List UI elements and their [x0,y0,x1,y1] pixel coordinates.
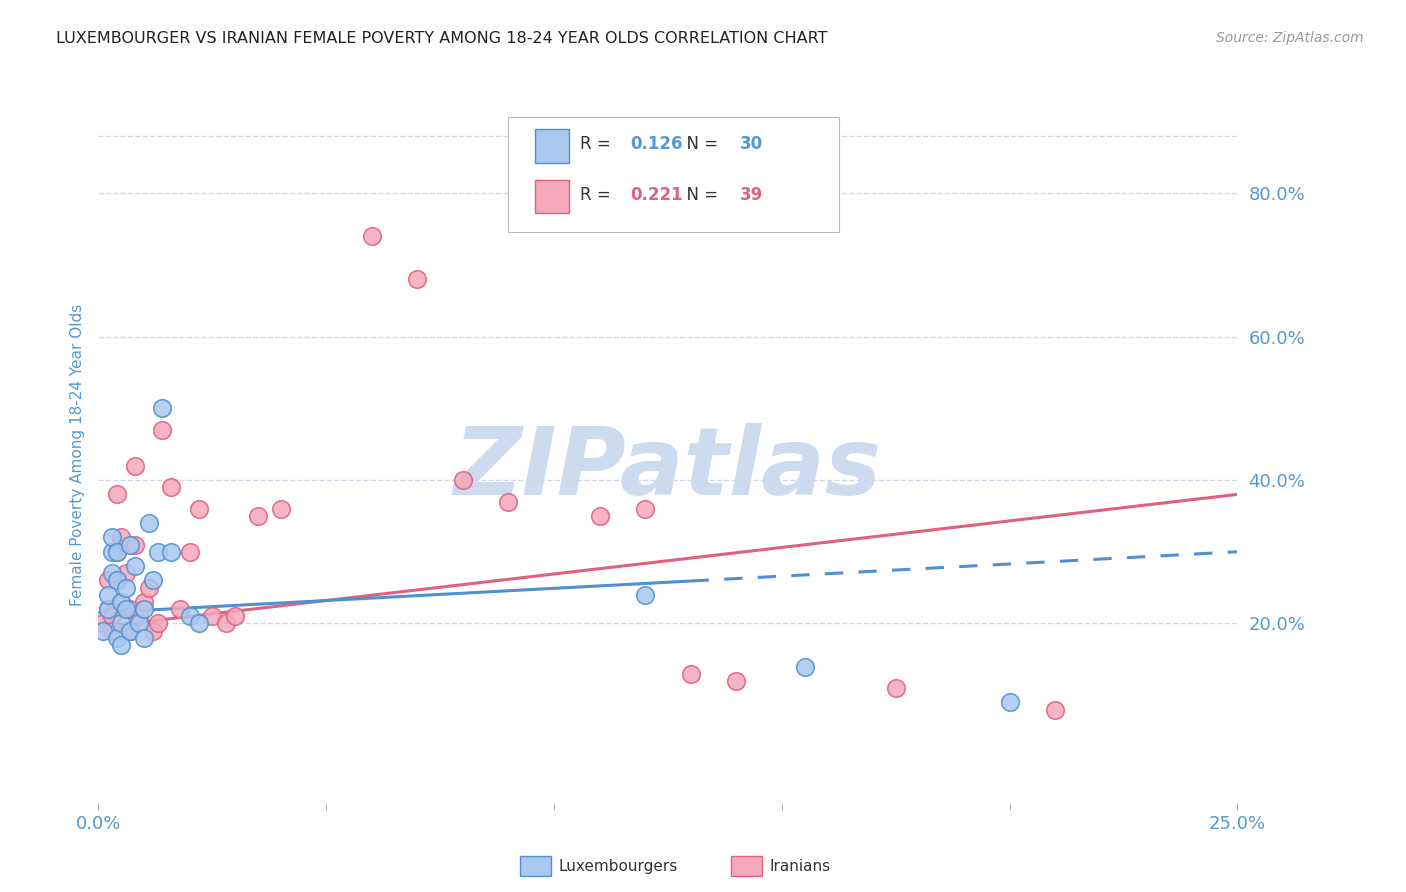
Point [105,574,128,588]
Bar [534,129,569,162]
Point [187,501,209,516]
Text: R =: R = [581,186,616,204]
Point [588,508,610,523]
Point [146,616,169,631]
Point [101,609,124,624]
Point [101,545,124,559]
Point [132,631,155,645]
Text: Source: ZipAtlas.com: Source: ZipAtlas.com [1216,31,1364,45]
Point [114,602,136,616]
Point [884,681,907,695]
Point [128,609,150,624]
Point [128,616,150,631]
Point [124,538,146,552]
Point [120,624,142,638]
Point [169,602,191,616]
Text: LUXEMBOURGER VS IRANIAN FEMALE POVERTY AMONG 18-24 YEAR OLDS CORRELATION CHART: LUXEMBOURGER VS IRANIAN FEMALE POVERTY A… [56,31,828,46]
Point [201,609,224,624]
Point [110,595,132,609]
Point [187,616,209,631]
Text: Iranians: Iranians [769,859,830,873]
Point [124,559,146,574]
Point [1043,702,1066,716]
Point [406,272,429,286]
Point [146,545,169,559]
Text: R =: R = [581,135,616,153]
Point [451,473,474,487]
Point [142,574,165,588]
Point [634,501,657,516]
Point [179,545,201,559]
Point [498,494,520,508]
Point [96,602,118,616]
Text: N =: N = [676,135,723,153]
Point [96,574,118,588]
Point [105,631,128,645]
Point [91,624,114,638]
Text: 39: 39 [740,186,763,204]
Point [138,516,160,530]
Point [124,458,146,473]
Point [101,624,124,638]
Text: 0.221: 0.221 [630,186,683,204]
Point [360,229,382,244]
Bar [534,180,569,213]
Point [110,638,132,652]
Point [101,566,124,581]
Point [142,624,165,638]
Point [120,538,142,552]
Text: N =: N = [676,186,723,204]
Point [132,602,155,616]
Point [634,588,657,602]
Point [179,609,201,624]
Point [101,530,124,544]
Point [110,530,132,544]
Point [110,616,132,631]
Point [160,545,183,559]
Point [270,501,292,516]
Point [105,545,128,559]
Text: 30: 30 [740,135,762,153]
Point [725,673,748,688]
Point [215,616,238,631]
Point [110,595,132,609]
Point [120,624,142,638]
Y-axis label: Female Poverty Among 18-24 Year Olds: Female Poverty Among 18-24 Year Olds [69,304,84,606]
Point [150,401,173,416]
Point [246,508,269,523]
Text: 0.126: 0.126 [630,135,683,153]
Point [105,487,128,501]
Point [96,588,118,602]
Point [105,545,128,559]
Point [224,609,246,624]
Text: ZIPatlas: ZIPatlas [454,423,882,515]
Point [96,602,118,616]
Point [793,659,815,673]
Text: Luxembourgers: Luxembourgers [558,859,678,873]
Point [679,666,702,681]
Point [120,602,142,616]
FancyBboxPatch shape [509,118,839,232]
Point [114,581,136,595]
Point [150,423,173,437]
Point [998,695,1021,709]
Point [138,581,160,595]
Point [114,566,136,581]
Point [132,595,155,609]
Point [91,616,114,631]
Point [160,480,183,494]
